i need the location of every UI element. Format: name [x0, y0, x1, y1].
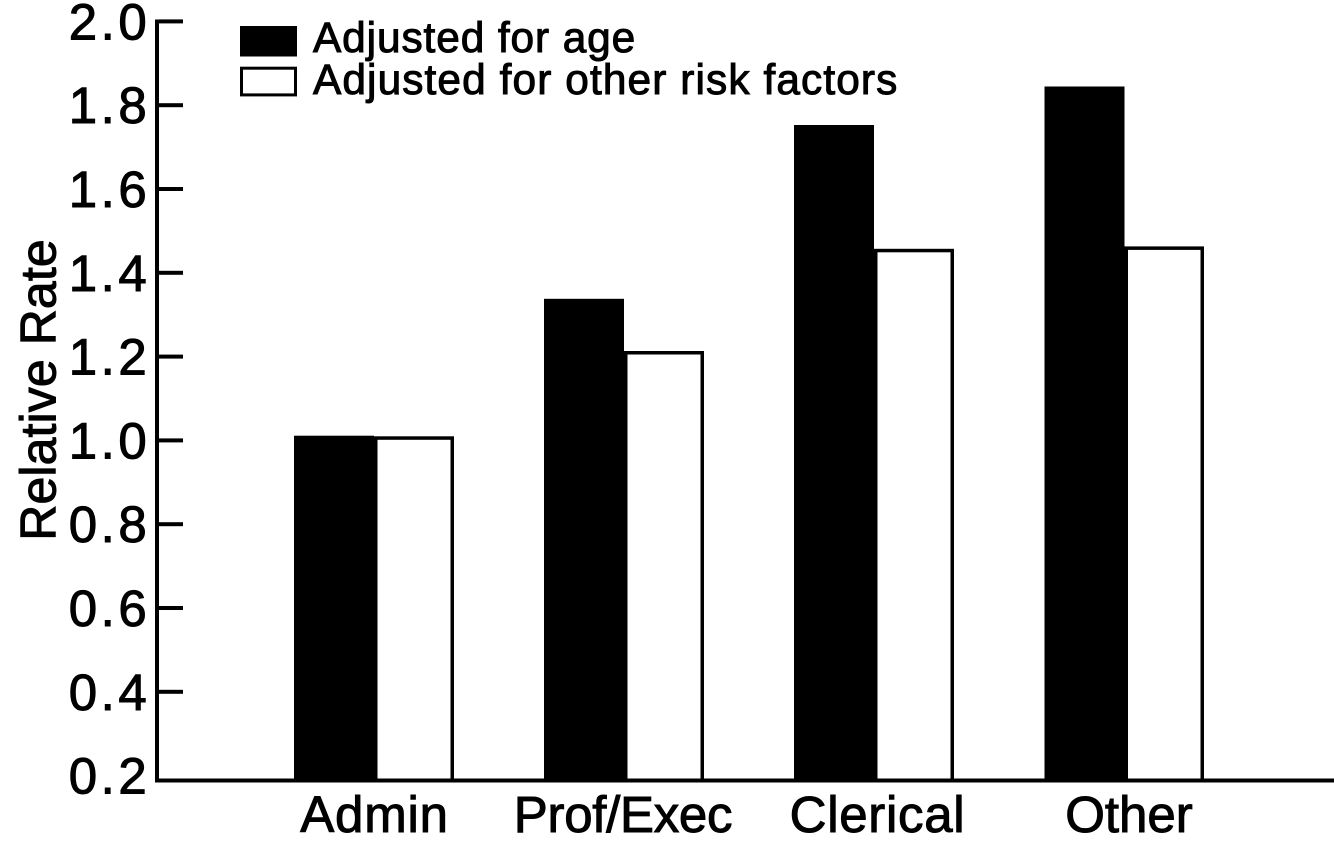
svg-text:1.0: 1.0: [69, 412, 150, 469]
svg-text:0.4: 0.4: [69, 664, 150, 721]
svg-text:Relative Rate: Relative Rate: [11, 239, 67, 540]
svg-text:Other: Other: [1065, 786, 1193, 843]
svg-text:0.2: 0.2: [69, 748, 150, 805]
svg-text:0.6: 0.6: [69, 580, 150, 637]
svg-text:Prof/Exec: Prof/Exec: [514, 786, 732, 843]
svg-text:Admin: Admin: [300, 786, 449, 843]
svg-text:0.8: 0.8: [69, 496, 150, 553]
svg-text:1.2: 1.2: [69, 329, 150, 386]
svg-text:1.8: 1.8: [69, 77, 150, 134]
svg-text:Adjusted for other risk factor: Adjusted for other risk factors: [313, 56, 898, 103]
svg-text:1.6: 1.6: [69, 161, 150, 218]
svg-text:Adjusted for age: Adjusted for age: [313, 14, 636, 61]
svg-text:Clerical: Clerical: [790, 786, 966, 843]
svg-text:1.4: 1.4: [69, 245, 150, 302]
svg-text:2.0: 2.0: [69, 0, 150, 50]
